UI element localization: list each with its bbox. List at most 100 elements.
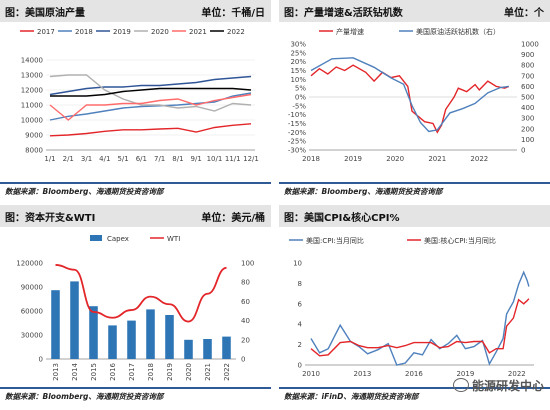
- legend-label: 2019: [113, 28, 131, 36]
- y-tick-label: 0: [298, 362, 302, 370]
- series-line-2021: [49, 93, 252, 121]
- capex-bar: [51, 290, 60, 359]
- y-tick-label: 11000: [21, 102, 43, 110]
- y-tick-label: 14000: [21, 57, 43, 65]
- divider: [279, 387, 550, 389]
- legend-label: 2020: [151, 28, 169, 36]
- y-tick-label-left: 90000: [21, 284, 43, 292]
- y-tick-label-right: 500: [521, 94, 534, 102]
- series-line-1: [310, 298, 530, 357]
- y-tick-label-left: 120000: [16, 260, 43, 268]
- chart-title: 图：美国原油产量: [5, 8, 85, 19]
- y-tick-label: 4: [298, 321, 303, 329]
- y-tick-label-right: 0: [241, 356, 245, 364]
- capex-bar: [127, 320, 136, 359]
- y-tick-label-right: 60: [241, 298, 250, 306]
- x-tick-label: 2016: [109, 362, 117, 380]
- y-tick-label: 10: [293, 260, 302, 268]
- x-tick-label: 4/1: [99, 155, 110, 163]
- x-tick-label: 2021: [204, 363, 212, 381]
- x-tick-label: 2015: [90, 363, 98, 381]
- y-tick-label: 2: [298, 341, 302, 349]
- y-tick-label-right: 700: [521, 72, 534, 80]
- capex-bar: [222, 336, 231, 359]
- legend-label: 美国:核心CPI:当月同比: [424, 236, 496, 245]
- y-tick-label-left: 15%: [290, 67, 306, 75]
- x-tick-label: 10/1: [207, 155, 223, 163]
- panel-us-crude-production: 图：美国原油产量 单位：千桶/日 8000 9000 10000 11000 12000…: [0, 0, 271, 205]
- divider: [279, 182, 550, 184]
- y-tick-label: 8000: [25, 147, 43, 155]
- panel-titlebar: 图：资本开支&WTI 单位：美元/桶: [0, 205, 271, 227]
- y-tick-label: 13000: [21, 72, 43, 80]
- y-tick-label-right: 80: [241, 279, 250, 287]
- watermark-text: 能源研发中心: [471, 379, 544, 393]
- y-tick-label-left: 0%: [295, 94, 306, 102]
- series-line-2019: [49, 75, 252, 96]
- divider: [0, 182, 271, 184]
- y-tick-label-left: 5%: [295, 85, 306, 93]
- chart-unit: 单位：个: [504, 8, 544, 19]
- x-tick-label: 11/1: [225, 155, 241, 163]
- wechat-icon: [452, 378, 469, 392]
- legend-label: WTI: [167, 235, 180, 243]
- x-tick-label: 9/1: [191, 155, 202, 163]
- x-tick-label: 2018: [147, 363, 155, 381]
- capex-bar: [165, 315, 174, 359]
- y-tick-label-right: 40: [241, 317, 250, 325]
- series-line-0: [310, 64, 510, 134]
- x-tick-label: 2019: [344, 155, 362, 163]
- x-tick-label: 2021: [428, 155, 446, 163]
- y-tick-label-right: 0: [521, 147, 525, 155]
- series-line-2022: [50, 87, 252, 97]
- x-tick-label: 2022: [508, 370, 526, 378]
- panel-us-cpi: 图：美国CPI&核心CPI% 0 2 4 6 8 10 2010 2013 2016 2019 20…: [279, 205, 550, 410]
- y-tick-label-left: 0: [39, 356, 43, 364]
- legend-label: 2022: [227, 28, 245, 36]
- capex-bar: [70, 281, 79, 359]
- capex-bar: [146, 309, 155, 359]
- y-tick-label: 12000: [21, 87, 43, 95]
- x-tick-label: 2017: [128, 363, 136, 381]
- capex-bar: [89, 306, 98, 359]
- x-tick-label: 2013: [354, 370, 372, 378]
- y-tick-label-right: 900: [521, 51, 534, 59]
- capex-bar: [184, 339, 193, 359]
- legend-label: 2018: [75, 28, 93, 36]
- chart-source: 数据来源：Bloomberg、海通期货投资咨询部: [5, 187, 164, 196]
- y-tick-label-right: 100: [241, 260, 254, 268]
- x-tick-label: 8/1: [172, 155, 183, 163]
- series-line-2018: [49, 92, 252, 121]
- y-tick-label-right: 100: [521, 136, 534, 144]
- x-tick-label: 1/1: [44, 155, 55, 163]
- x-tick-label: 2016: [405, 370, 423, 378]
- y-tick-label-left: -20%: [288, 129, 306, 137]
- y-tick-label-right: 1000: [521, 41, 539, 49]
- legend-swatch: [90, 235, 102, 241]
- series-line-2020: [49, 74, 252, 112]
- legend-label: 2021: [189, 28, 207, 36]
- x-tick-label: 2014: [71, 362, 79, 380]
- y-tick-label-left: -25%: [288, 138, 306, 146]
- x-tick-label: 2019: [166, 363, 174, 381]
- panel-titlebar: 图：美国CPI&核心CPI%: [279, 205, 550, 227]
- y-tick-label-left: 60000: [21, 308, 43, 316]
- y-tick-label-left: -10%: [288, 111, 306, 119]
- panel-capex-wti: 图：资本开支&WTI 单位：美元/桶 0 30000 60000 90000 12000…: [0, 205, 271, 410]
- y-tick-label-right: 600: [521, 83, 534, 91]
- x-tick-label: 2019: [456, 370, 474, 378]
- chart-source: 数据来源：Bloomberg、海通期货投资咨询部: [5, 392, 164, 401]
- x-tick-label: 2020: [185, 363, 193, 381]
- y-tick-label-right: 300: [521, 115, 534, 123]
- legend-label: 2017: [37, 28, 55, 36]
- y-tick-label: 6: [298, 300, 303, 308]
- x-tick-label: 2010: [302, 370, 320, 378]
- chart-source: 数据来源：iFinD、海通期货投资咨询部: [284, 392, 419, 401]
- x-tick-label: 2022: [223, 363, 231, 381]
- watermark: 能源研发中心: [452, 377, 544, 394]
- wti-line: [55, 264, 227, 323]
- series-line-2017: [49, 123, 252, 137]
- y-tick-label-left: -15%: [288, 120, 306, 128]
- series-line-1: [310, 57, 509, 133]
- chart-unit: 单位：千桶/日: [201, 8, 265, 19]
